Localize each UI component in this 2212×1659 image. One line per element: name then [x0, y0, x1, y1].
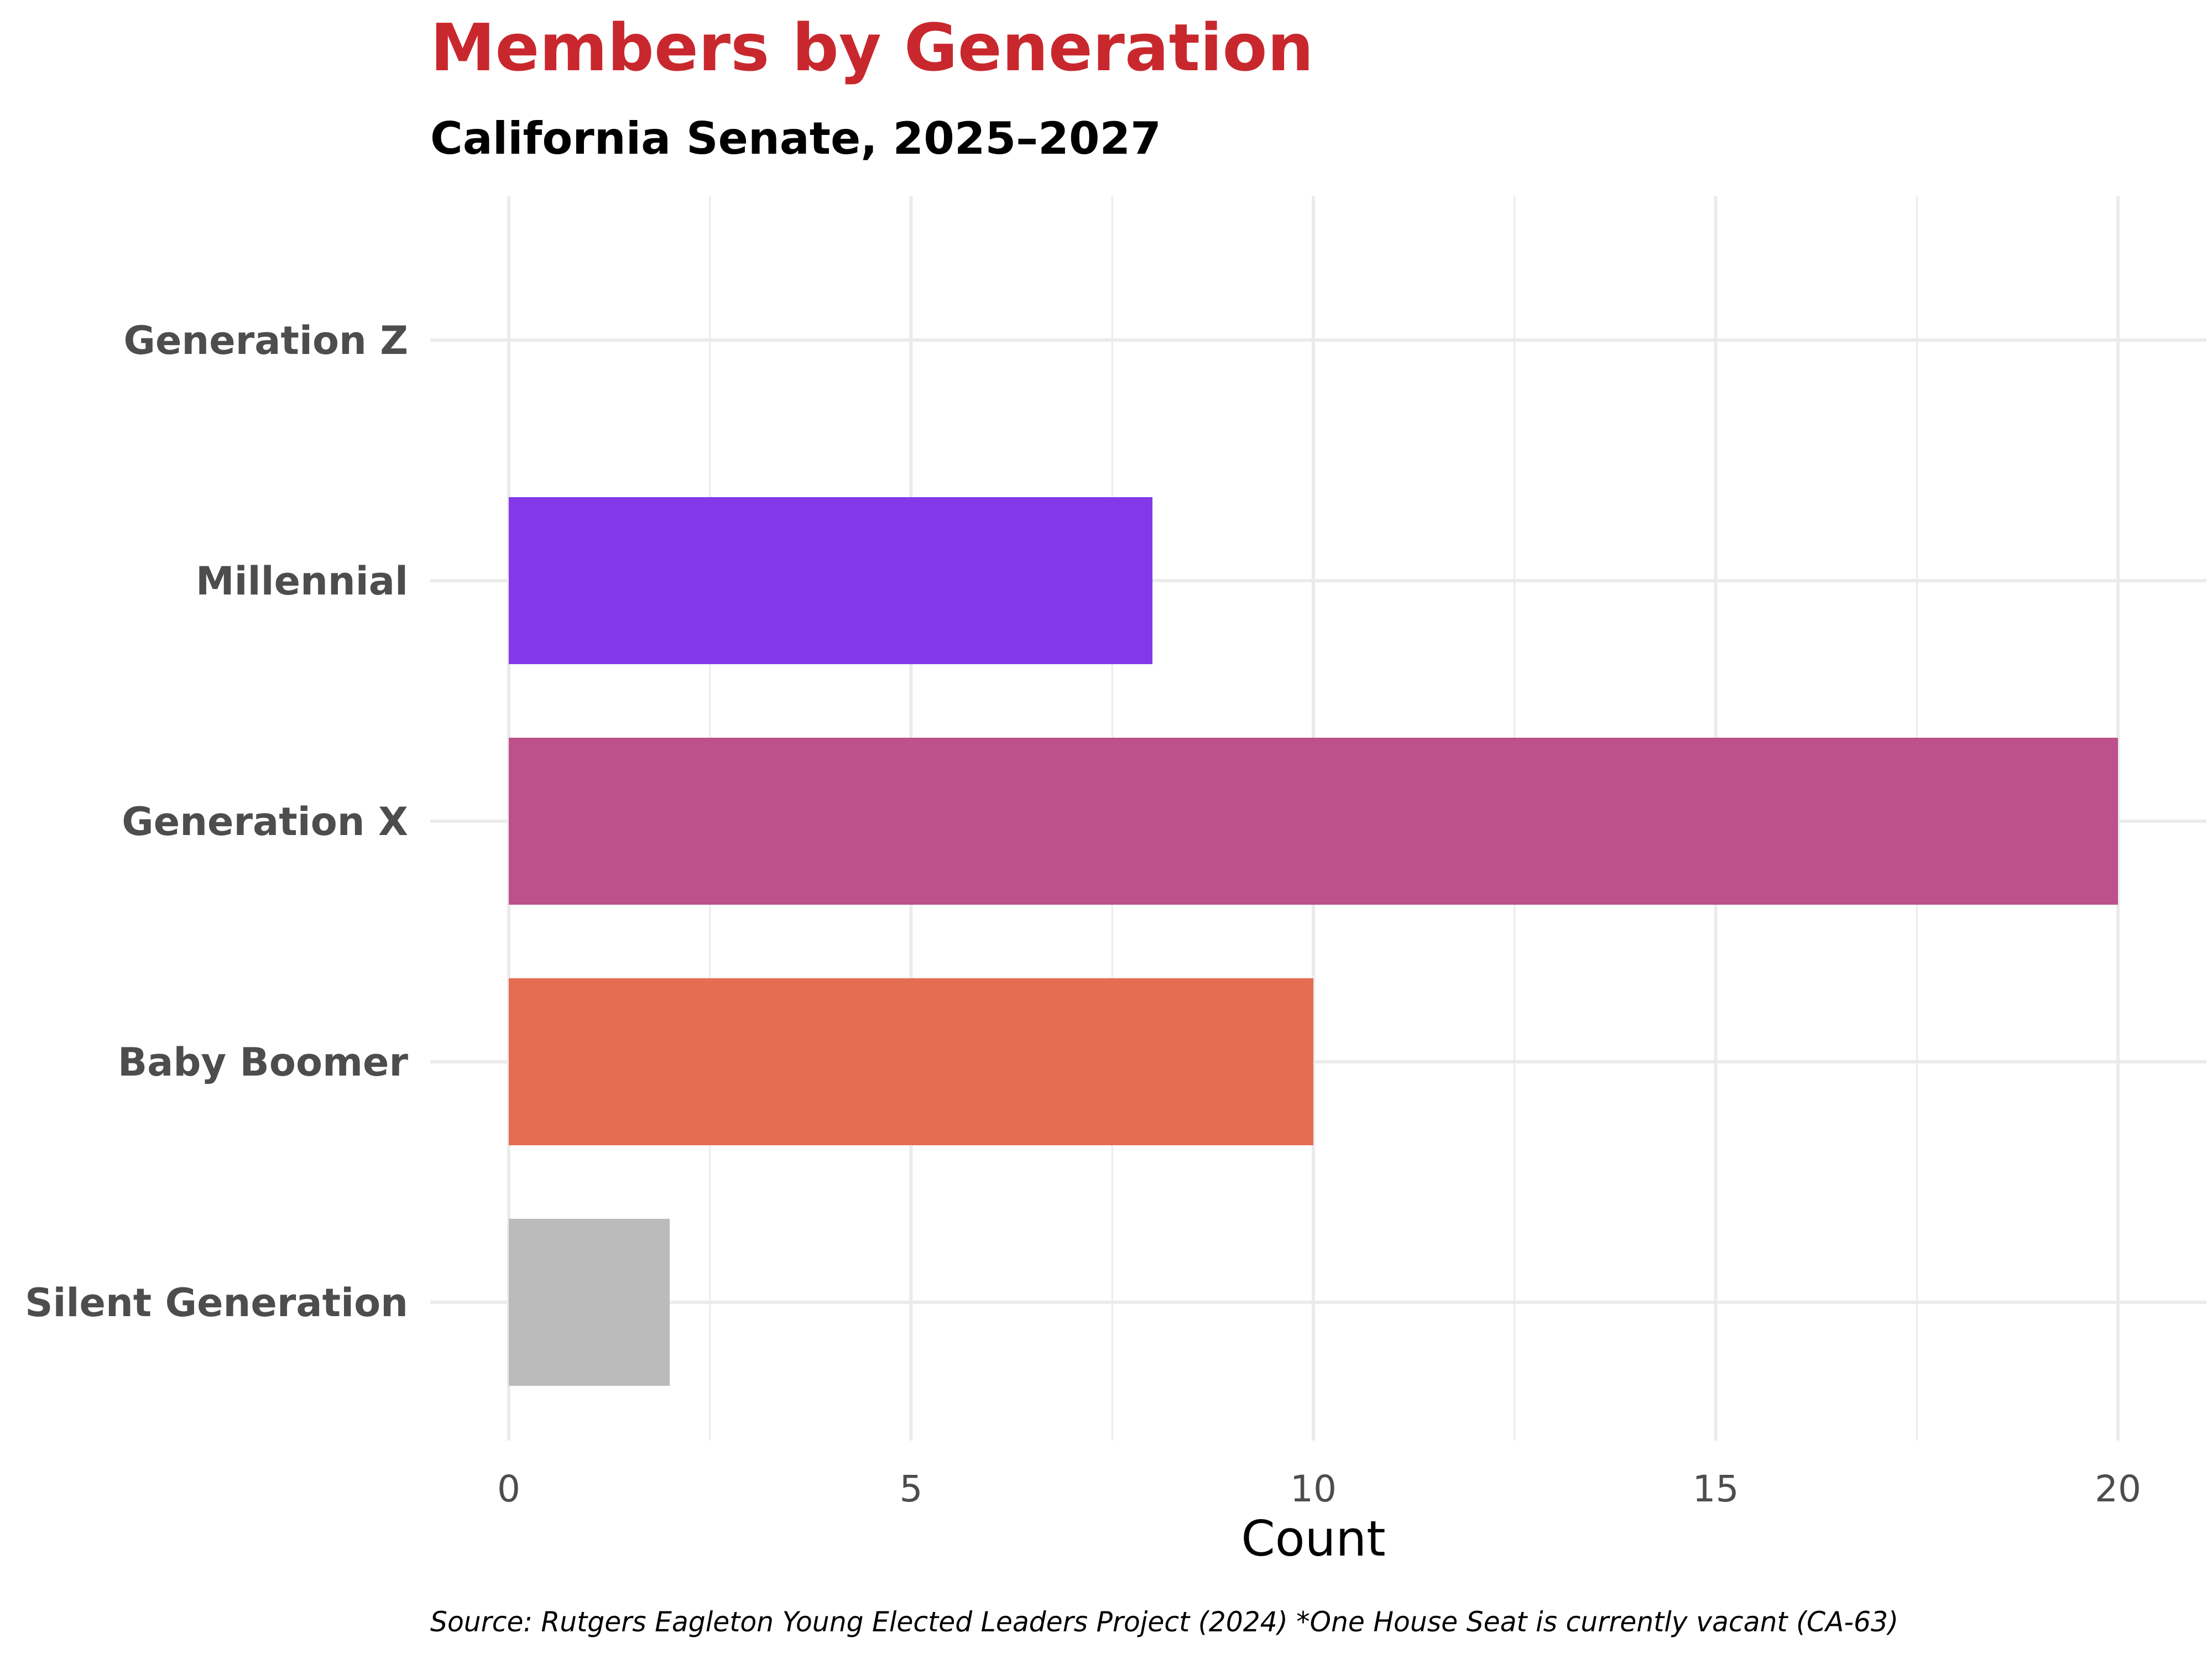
chart-subtitle: California Senate, 2025–2027 [430, 113, 1161, 164]
source-caption: Source: Rutgers Eagleton Young Elected L… [430, 1606, 1898, 1638]
category-labels: Generation Z Millennial Generation X Baby B… [25, 318, 408, 1326]
x-axis-title: Count [1241, 1510, 1385, 1567]
bar-silent-generation [509, 1219, 670, 1386]
x-tick-label: 10 [1290, 1468, 1337, 1510]
tick-labels: 0 5 10 15 20 [497, 1468, 2141, 1510]
bar-baby-boomer [509, 978, 1313, 1145]
category-label-baby-boomer: Baby Boomer [118, 1040, 409, 1085]
category-label-generation-z: Generation Z [123, 318, 408, 363]
chart-title: Members by Generation [430, 9, 1314, 86]
bar-generation-x [509, 738, 2118, 905]
x-tick-label: 20 [2095, 1468, 2141, 1510]
x-tick-label: 0 [497, 1468, 520, 1510]
x-tick-label: 15 [1693, 1468, 1739, 1510]
bar-millennial [509, 497, 1152, 664]
x-tick-label: 5 [900, 1468, 923, 1510]
category-label-millennial: Millennial [196, 559, 408, 604]
bars [509, 497, 2118, 1386]
category-label-silent-generation: Silent Generation [25, 1280, 408, 1326]
category-label-generation-x: Generation X [122, 799, 408, 844]
